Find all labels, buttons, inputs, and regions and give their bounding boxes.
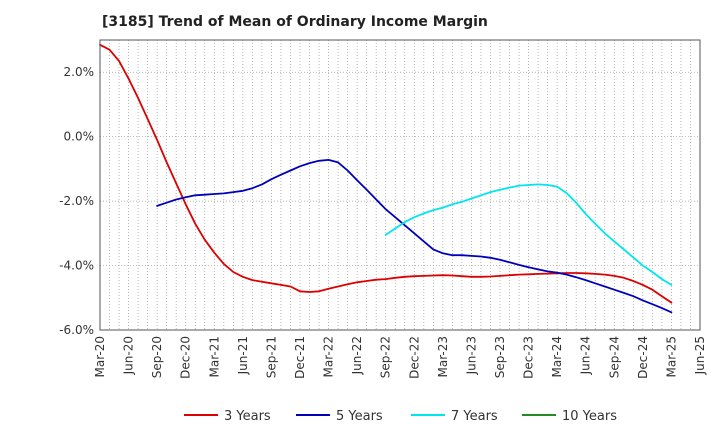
series-lines [99, 43, 673, 314]
legend: 3 Years 5 Years 7 Years 10 Years [184, 409, 617, 424]
x-tick-label: Jun-22 [350, 336, 364, 375]
series-line-5-years [156, 158, 673, 314]
legend-label: 3 Years [224, 409, 271, 424]
x-tick-label: Dec-23 [522, 336, 536, 379]
y-tick-label: -6.0% [59, 323, 94, 337]
x-tick-label: Dec-24 [636, 336, 650, 379]
x-tick-label: Sep-24 [607, 336, 621, 378]
x-tick-label: Jun-21 [236, 336, 250, 375]
plot-border [99, 39, 701, 331]
x-tick-label: Mar-21 [207, 336, 221, 377]
grid-lines [100, 40, 700, 331]
x-tick-label: Mar-23 [436, 336, 450, 377]
x-tick-label: Sep-20 [150, 336, 164, 378]
legend-label: 5 Years [336, 409, 383, 424]
x-tick-label: Jun-24 [579, 336, 593, 375]
y-tick-label: 2.0% [64, 65, 95, 79]
y-tick-label: -2.0% [59, 194, 94, 208]
x-tick-label: Sep-23 [493, 336, 507, 378]
x-tick-label: Jun-25 [693, 336, 707, 375]
x-tick-label: Dec-21 [293, 336, 307, 379]
x-tick-label: Mar-22 [322, 336, 336, 377]
y-tick-label: 0.0% [64, 130, 95, 144]
y-axis-ticks: 2.0% 0.0% -2.0% -4.0% -6.0% [59, 65, 94, 337]
series-line-7-years [384, 183, 673, 286]
x-tick-label: Mar-20 [93, 336, 107, 377]
x-tick-label: Sep-22 [379, 336, 393, 378]
x-tick-label: Mar-25 [664, 336, 678, 377]
x-tick-label: Jun-23 [464, 336, 478, 375]
y-tick-label: -4.0% [59, 259, 94, 273]
x-tick-label: Mar-24 [550, 336, 564, 377]
x-tick-label: Jun-20 [122, 336, 136, 375]
series-line-3-years [99, 43, 673, 304]
x-tick-label: Dec-20 [179, 336, 193, 379]
plot-area [100, 40, 700, 330]
x-tick-label: Dec-22 [407, 336, 421, 379]
legend-label: 10 Years [562, 409, 617, 424]
chart-title: [3185] Trend of Mean of Ordinary Income … [102, 14, 488, 30]
x-axis-ticks: Mar-20 Jun-20 Sep-20 Dec-20 Mar-21 Jun-21 Sep-… [93, 336, 707, 379]
legend-label: 7 Years [451, 409, 498, 424]
x-tick-label: Sep-21 [264, 336, 278, 378]
